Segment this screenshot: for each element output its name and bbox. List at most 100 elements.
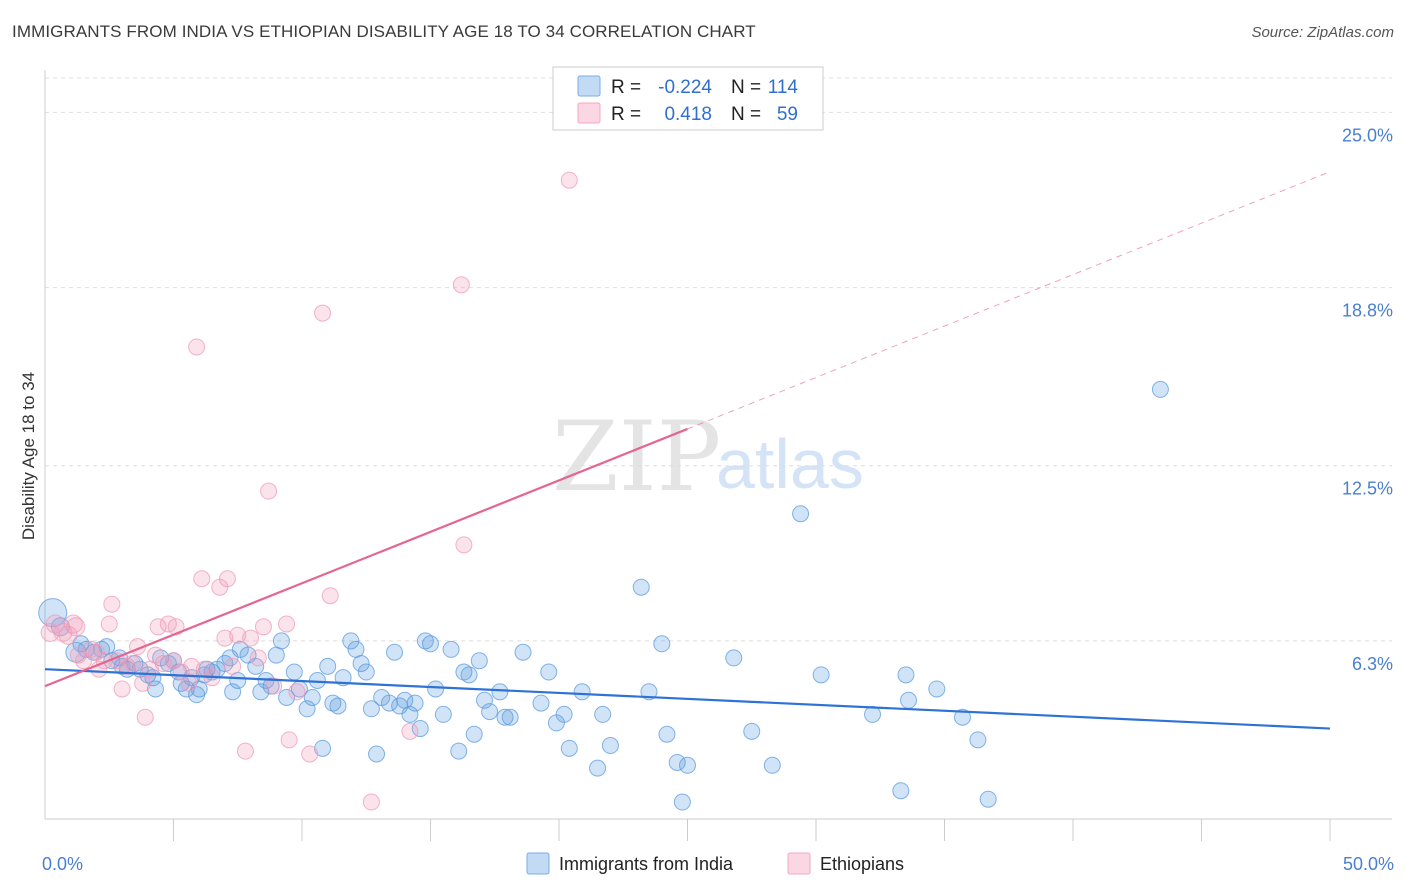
india-point [38, 598, 68, 628]
ethiopian-point [182, 657, 200, 675]
india-point [969, 731, 987, 749]
gridlines [45, 77, 1392, 642]
series-legend-label-ethiopians: Ethiopians [820, 854, 904, 874]
ethiopian-point [229, 626, 247, 644]
ethiopian-point [224, 657, 242, 675]
india-point [897, 666, 915, 684]
ethiopian-point [314, 304, 332, 322]
india-point [632, 578, 650, 596]
x-tick-labels: 0.0% 50.0% [42, 854, 1394, 874]
legend-swatch-ethiopians [577, 102, 601, 124]
ethiopian-point [82, 640, 100, 658]
india-point [743, 722, 761, 740]
series-legend-swatch-ethiopians [787, 852, 811, 875]
india-point [475, 691, 493, 709]
ethiopian-point [362, 793, 380, 811]
india-point [594, 705, 612, 723]
legend-r-value-ethiopians: 0.418 [664, 104, 712, 125]
trend-lines [44, 171, 1331, 730]
india-point [491, 683, 509, 701]
watermark-atlas: atlas [716, 425, 864, 503]
ethiopian-point [278, 615, 296, 633]
india-point [352, 655, 370, 673]
ethiopian-point [236, 742, 254, 760]
india-point [892, 782, 910, 800]
india-point [455, 663, 473, 681]
ethiopian-point [218, 570, 236, 588]
y-tick-label: 6.3% [1352, 654, 1393, 674]
ethiopian-point [260, 482, 278, 500]
ethiopian-point [216, 629, 234, 647]
y-tick-labels: 6.3% 12.5% 18.8% 25.0% [1342, 125, 1393, 674]
legend-swatch-india [577, 75, 601, 97]
ethiopian-point [560, 171, 578, 189]
ethiopian-point [265, 677, 283, 695]
india-point [560, 739, 578, 757]
india-point [573, 683, 591, 701]
india-point [653, 635, 671, 653]
india-point [514, 643, 532, 661]
india-point [229, 672, 247, 690]
india-point [465, 725, 483, 743]
ethiopian-point [63, 614, 83, 634]
ethiopian-point [401, 722, 419, 740]
legend-n-value-ethiopians: 59 [777, 104, 798, 125]
india-point [324, 694, 342, 712]
india-point [147, 680, 165, 698]
y-tick-label: 18.8% [1342, 301, 1393, 321]
ethiopian-point [280, 731, 298, 749]
legend-n-label-india: N = [731, 77, 761, 98]
india-point [224, 683, 242, 701]
ethiopian-point [123, 655, 141, 673]
india-point [314, 739, 332, 757]
india-point [668, 753, 686, 771]
ethiopian-point [100, 615, 118, 633]
ethiopian-point [249, 649, 267, 667]
ethiopian-points [40, 171, 578, 811]
india-point [442, 640, 460, 658]
ethiopian-point [242, 629, 260, 647]
india-point [319, 657, 337, 675]
india-trend-line [44, 668, 1331, 730]
india-point [252, 683, 270, 701]
india-point [679, 756, 696, 774]
india-point [93, 640, 111, 658]
ethiopian-point [154, 655, 172, 673]
legend-r-value-india: -0.224 [658, 77, 712, 98]
ethiopian-point [149, 618, 167, 636]
y-tick-label: 25.0% [1342, 125, 1393, 145]
india-point [278, 688, 296, 706]
ethiopian-point [301, 745, 319, 763]
india-point [532, 694, 550, 712]
india-point [272, 632, 290, 650]
india-point [496, 708, 514, 726]
y-tick-label: 12.5% [1342, 479, 1393, 499]
india-point [434, 705, 452, 723]
india-point [792, 505, 810, 523]
india-point [928, 680, 946, 698]
ethiopian-point [288, 683, 306, 701]
correlation-legend: R = -0.224 N = 114 R = 0.418 N = 59 [552, 66, 824, 131]
ethiopian-point [136, 708, 154, 726]
india-point [1151, 380, 1169, 398]
india-point [864, 705, 882, 723]
india-point [658, 725, 676, 743]
ethiopian-point [180, 674, 198, 692]
india-point [334, 669, 352, 687]
series-legend: Immigrants from India Ethiopians [526, 852, 904, 875]
india-point [812, 666, 830, 684]
india-point [411, 720, 429, 738]
legend-r-label-india: R = [611, 77, 641, 98]
india-point [555, 705, 573, 723]
ethiopian-point [193, 570, 211, 588]
ethiopian-trend-extension [687, 171, 1331, 430]
india-point [267, 646, 285, 664]
legend-box [552, 66, 824, 131]
watermark-zip: ZIP [552, 401, 721, 513]
x-tick-label-min: 0.0% [42, 854, 83, 874]
india-point [601, 737, 619, 755]
india-point [342, 632, 360, 650]
india-point [763, 756, 781, 774]
india-point [401, 705, 419, 723]
